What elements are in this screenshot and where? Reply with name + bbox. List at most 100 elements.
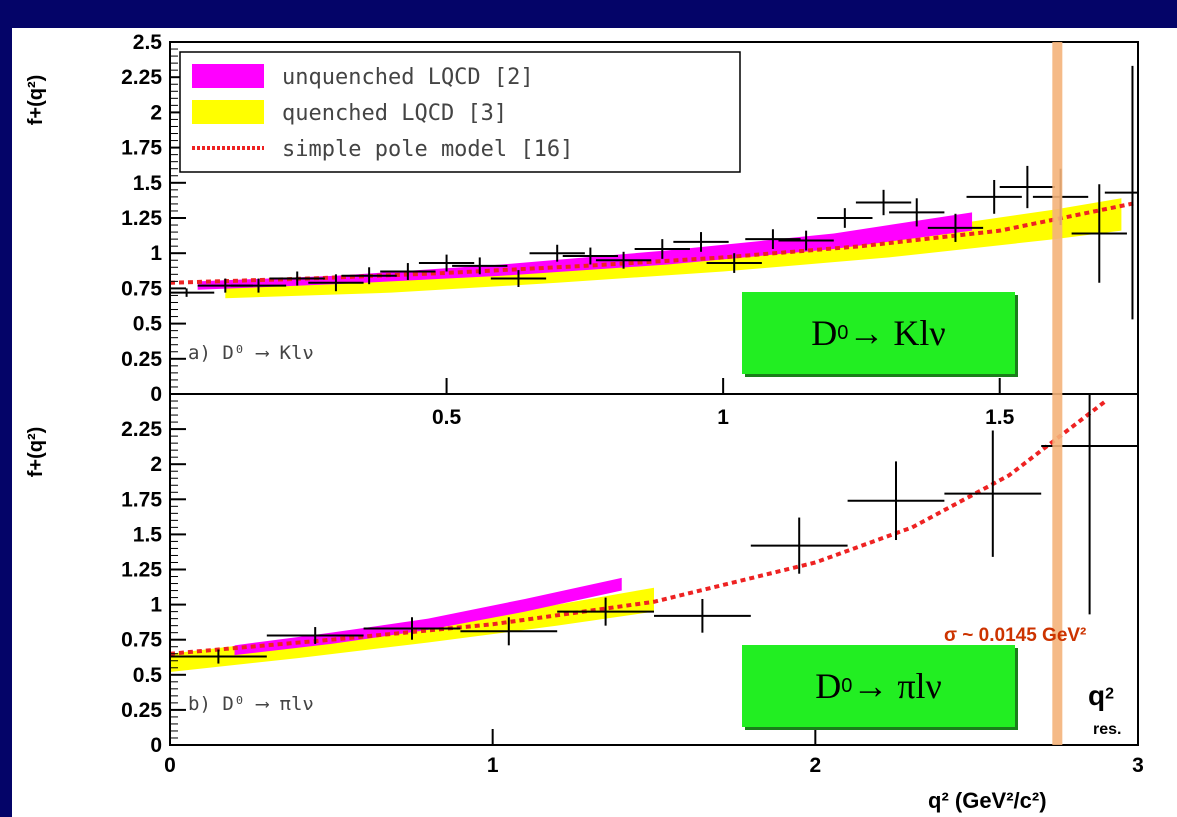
data-point-a-12 xyxy=(595,251,652,269)
box-bottom-main: D xyxy=(815,666,842,706)
data-point-a-0 xyxy=(170,288,215,297)
data-point-a-10 xyxy=(529,244,585,262)
data-point-a-26 xyxy=(1104,65,1138,320)
data-point-a-20 xyxy=(889,198,945,227)
process-label-a: a) D⁰ ⟶ Klν xyxy=(188,342,314,364)
data-point-a-16 xyxy=(745,229,801,249)
x-tick-label-b-0: 0 xyxy=(164,754,176,777)
y-tick-label-b-0: 2.25 xyxy=(121,418,162,441)
y-tick-label-b-9: 0 xyxy=(150,734,162,757)
data-point-a-13 xyxy=(634,239,690,259)
y-tick-label-a-0: 2.5 xyxy=(133,31,163,54)
x-axis-title: q² (GeV²/c²) xyxy=(928,788,1047,814)
q2-sup: 2 xyxy=(1105,685,1115,703)
x-axis-title-text: q² (GeV²/c²) xyxy=(928,788,1047,813)
data-point-b-5 xyxy=(654,598,751,633)
x-tick-label-b-1: 1 xyxy=(487,754,499,777)
q2-resonance-label: q2 xyxy=(1088,680,1114,712)
y-tick-label-a-3: 1.75 xyxy=(121,137,162,160)
data-point-a-6 xyxy=(380,263,436,280)
data-point-a-19 xyxy=(855,189,912,216)
legend-label-2: simple pole model [16] xyxy=(282,137,573,162)
data-point-a-3 xyxy=(269,271,325,286)
y-tick-label-a-1: 2.25 xyxy=(121,66,162,89)
y-tick-label-b-5: 1 xyxy=(150,594,162,617)
y-tick-label-a-10: 0 xyxy=(150,383,162,406)
y-tick-label-b-6: 0.75 xyxy=(121,629,162,652)
data-point-a-7 xyxy=(418,254,475,272)
y-tick-label-a-5: 1.25 xyxy=(121,207,162,230)
y-axis-title-a: f+(q²) xyxy=(25,75,47,126)
data-point-b-4 xyxy=(557,597,654,626)
y-tick-label-a-2: 2 xyxy=(150,101,162,124)
y-tick-label-b-3: 1.5 xyxy=(133,523,163,546)
box-top-rest: → Klν xyxy=(848,313,946,353)
data-point-a-21 xyxy=(927,213,984,242)
box-bottom-rest: → πlν xyxy=(852,666,942,706)
legend-swatch-1 xyxy=(192,100,264,124)
x-tick-label-a-1: 1 xyxy=(717,406,729,429)
data-point-a-15 xyxy=(706,253,762,273)
y-tick-label-b-2: 1.75 xyxy=(121,488,162,511)
box-top-sup: 0 xyxy=(837,321,849,344)
quenched-band-a xyxy=(225,198,1122,299)
sigma-text: σ ~ 0.0145 GeV² xyxy=(944,625,1087,646)
data-point-a-25 xyxy=(1071,184,1127,283)
data-point-a-8 xyxy=(452,257,508,275)
y-axis-title-b: f+(q²) xyxy=(25,427,47,478)
data-point-a-9 xyxy=(490,270,547,287)
x-tick-label-a-0: 0.5 xyxy=(432,406,462,429)
q2-res-sub: res. xyxy=(1093,721,1121,739)
data-point-a-11 xyxy=(562,247,619,265)
data-point-b-3 xyxy=(460,617,558,646)
legend-swatch-0 xyxy=(192,64,264,88)
x-tick-label-b-3: 3 xyxy=(1132,754,1144,777)
data-point-a-5 xyxy=(341,267,397,285)
data-point-a-18 xyxy=(817,208,873,228)
data-point-a-4 xyxy=(308,274,364,292)
sigma-annotation: σ ~ 0.0145 GeV² xyxy=(944,625,1177,647)
q2-letter: q xyxy=(1088,680,1106,711)
legend: unquenched LQCD [2] quenched LQCD [3] simp… xyxy=(179,51,741,173)
data-point-a-17 xyxy=(778,230,834,251)
legend-box xyxy=(179,51,741,173)
panel-a: 2.5 2.25 2 1.75 1.5 1.25 1 0.75 0.5 0.25 0 0.5 1 1.5 f… xyxy=(25,31,1139,429)
process-label-b: b) D⁰ ⟶ πlν xyxy=(188,693,314,715)
q2-res-text: res. xyxy=(1093,721,1122,738)
y-tick-label-a-6: 1 xyxy=(150,242,162,265)
y-tick-label-a-8: 0.5 xyxy=(133,313,163,336)
legend-label-0: unquenched LQCD [2] xyxy=(282,65,534,90)
resonance-band xyxy=(1052,42,1063,745)
y-tick-label-a-7: 0.75 xyxy=(121,277,162,300)
x-tick-label-a-2: 1.5 xyxy=(985,406,1015,429)
data-point-b-6 xyxy=(750,517,848,574)
data-point-a-2 xyxy=(230,278,287,293)
data-point-b-0 xyxy=(170,649,267,664)
y-tick-label-a-9: 0.25 xyxy=(121,348,162,371)
unquenched-band-a xyxy=(197,212,973,290)
y-tick-label-b-1: 2 xyxy=(150,453,162,476)
data-point-a-14 xyxy=(673,232,729,252)
data-point-a-23 xyxy=(999,165,1056,209)
panel-b-plot-area xyxy=(170,394,1138,672)
panel-a-plot-area xyxy=(170,65,1138,320)
x-tick-label-b-2: 2 xyxy=(809,754,821,777)
legend-label-1: quenched LQCD [3] xyxy=(282,101,507,126)
data-point-b-1 xyxy=(266,627,364,644)
data-point-b-2 xyxy=(363,617,461,640)
data-point-b-7 xyxy=(847,461,945,541)
y-tick-label-b-8: 0.25 xyxy=(121,699,162,722)
y-tick-label-b-4: 1.25 xyxy=(121,559,162,582)
data-point-a-22 xyxy=(966,179,1022,214)
box-bottom-sup: 0 xyxy=(841,674,853,697)
y-tick-label-a-4: 1.5 xyxy=(133,172,163,195)
data-point-b-8 xyxy=(944,430,1042,557)
box-top-main: D xyxy=(811,313,838,353)
y-tick-label-b-7: 0.5 xyxy=(133,664,163,687)
pole-model-curve-b xyxy=(170,399,1107,656)
